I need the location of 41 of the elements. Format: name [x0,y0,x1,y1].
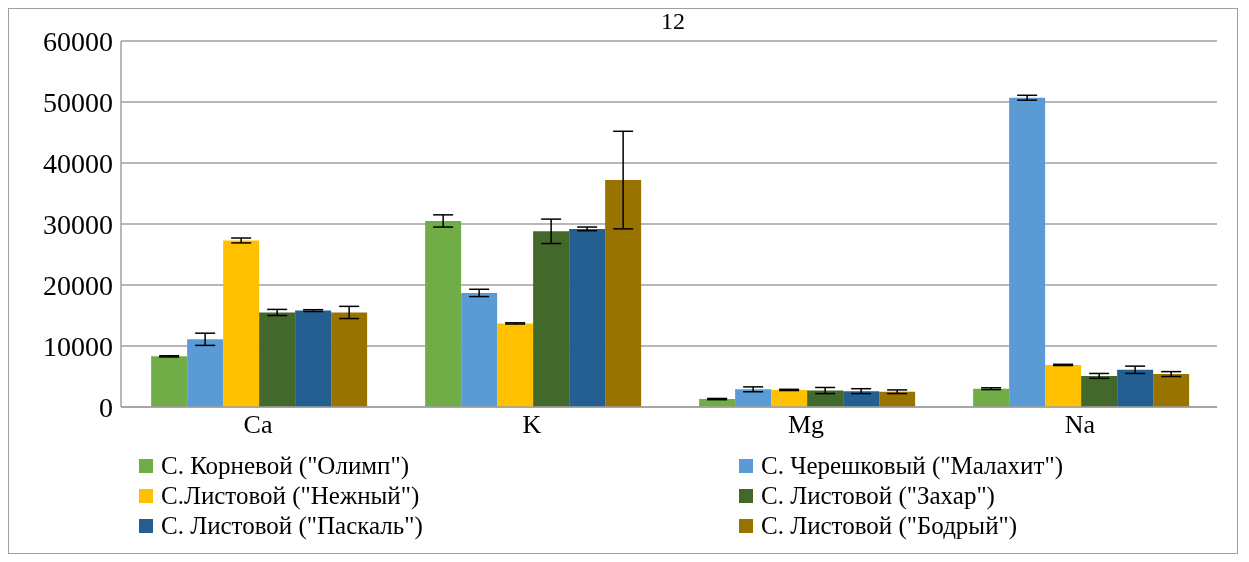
bar [879,391,916,407]
bar [1009,97,1046,407]
bar [425,220,462,407]
chart-title: 12 [661,8,685,34]
legend-label: С. Листовой ("Бодрый") [761,511,1018,541]
bar [1045,364,1082,407]
y-tick-label: 20000 [43,269,113,301]
bar [187,339,224,407]
bar [497,323,534,407]
bar [735,389,772,407]
bar [223,240,260,407]
legend-label: С. Листовой ("Захар") [761,481,995,511]
y-tick-label: 10000 [43,330,113,362]
y-tick-label: 50000 [43,86,113,118]
bar [973,388,1010,407]
bar [605,180,642,407]
legend-label: С.Листовой ("Нежный") [161,481,420,511]
legend-label: С. Корневой ("Олимп") [161,451,410,481]
x-tick-label: Na [1064,410,1096,440]
legend-label: С. Черешковый ("Малахит") [761,451,1063,481]
x-tick-label: K [522,410,542,440]
bar [807,390,844,407]
bar [1117,369,1154,407]
bar [843,391,880,407]
bar [533,231,570,407]
y-tick-label: 40000 [43,147,113,179]
y-tick-label: 0 [99,391,113,423]
bar [461,292,498,407]
bar [1153,374,1190,407]
bar [295,310,332,407]
bar [331,312,368,407]
y-tick-label: 30000 [43,208,113,240]
bar [771,389,808,407]
x-tick-label: Mg [787,410,825,440]
bar [569,228,606,407]
bar [1081,375,1118,407]
legend-label: С. Листовой ("Паскаль") [161,511,423,541]
y-tick-label: 60000 [43,25,113,57]
bar [259,312,296,407]
bar [151,356,188,407]
x-tick-label: Ca [243,410,273,440]
